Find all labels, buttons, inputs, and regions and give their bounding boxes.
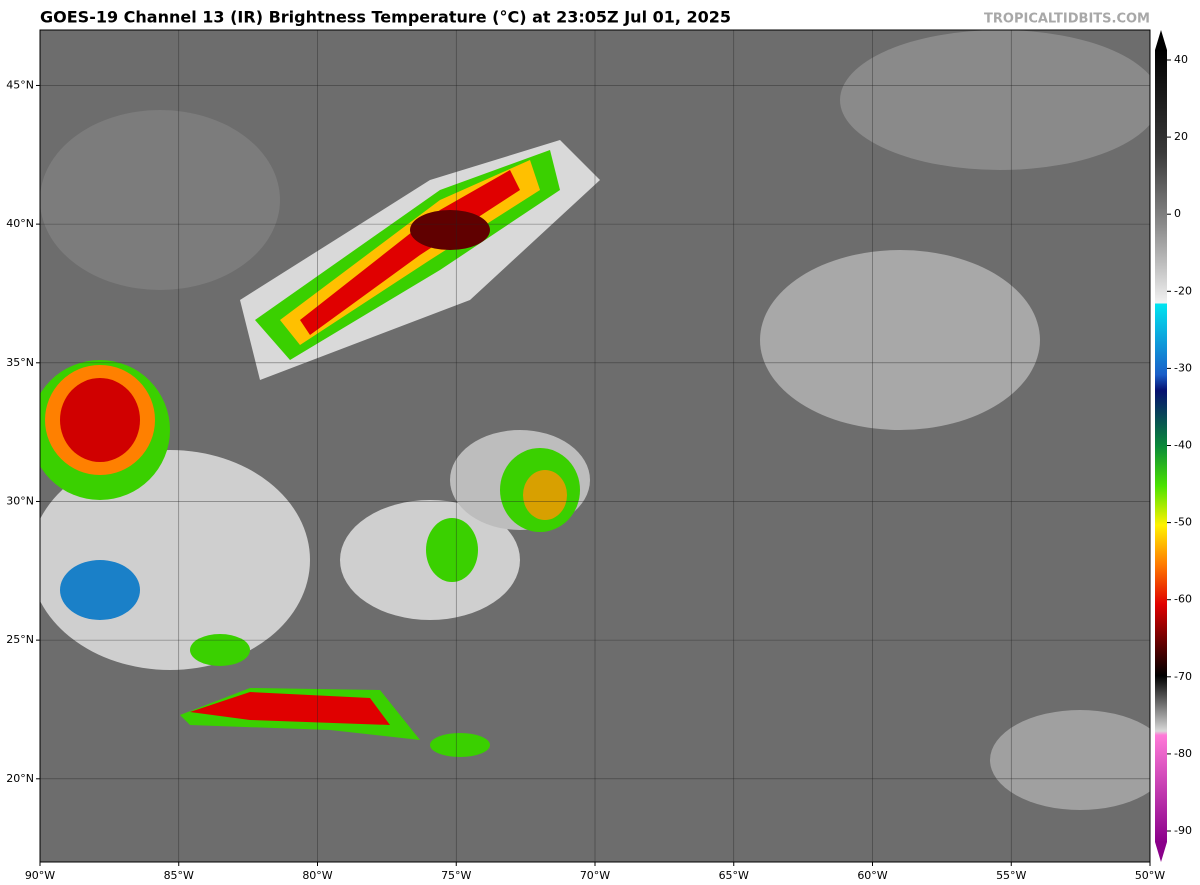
lon-label: 50°W bbox=[1135, 869, 1165, 882]
shape bbox=[190, 634, 250, 666]
shape bbox=[760, 250, 1040, 430]
colorbar-label: 40 bbox=[1174, 53, 1188, 66]
shape bbox=[60, 378, 140, 462]
shape bbox=[523, 470, 567, 520]
shape bbox=[1155, 842, 1167, 862]
shape bbox=[410, 210, 490, 250]
lat-label: 40°N bbox=[6, 217, 34, 230]
satellite-image bbox=[40, 30, 1150, 862]
source: TROPICALTIDBITS.COM bbox=[984, 12, 1150, 27]
lat-label: 20°N bbox=[6, 772, 34, 785]
colorbar-label: -90 bbox=[1174, 824, 1192, 837]
colorbar-label: -30 bbox=[1174, 361, 1192, 374]
lon-label: 70°W bbox=[580, 869, 610, 882]
colorbar-label: -50 bbox=[1174, 516, 1192, 529]
lat-label: 35°N bbox=[6, 356, 34, 369]
lon-label: 75°W bbox=[441, 869, 471, 882]
lon-label: 65°W bbox=[719, 869, 749, 882]
colorbar-label: 0 bbox=[1174, 207, 1181, 220]
lat-label: 30°N bbox=[6, 494, 34, 507]
shape bbox=[60, 560, 140, 620]
colorbar-label: -40 bbox=[1174, 439, 1192, 452]
shape bbox=[1155, 30, 1167, 50]
title: GOES-19 Channel 13 (IR) Brightness Tempe… bbox=[40, 8, 731, 27]
shape bbox=[300, 170, 520, 335]
lon-label: 60°W bbox=[857, 869, 887, 882]
shape bbox=[40, 110, 280, 290]
shape bbox=[990, 710, 1150, 810]
lat-label: 25°N bbox=[6, 633, 34, 646]
lon-label: 85°W bbox=[164, 869, 194, 882]
lon-label: 55°W bbox=[996, 869, 1026, 882]
colorbar-label: -80 bbox=[1174, 747, 1192, 760]
shape bbox=[190, 692, 390, 725]
shape bbox=[426, 518, 478, 582]
frame bbox=[1155, 50, 1167, 842]
lon-label: 90°W bbox=[25, 869, 55, 882]
colorbar-label: -60 bbox=[1174, 593, 1192, 606]
lon-label: 80°W bbox=[302, 869, 332, 882]
colorbar-label: -20 bbox=[1174, 284, 1192, 297]
shape bbox=[430, 733, 490, 757]
colorbar-label: 20 bbox=[1174, 130, 1188, 143]
lat-label: 45°N bbox=[6, 78, 34, 91]
shape bbox=[840, 30, 1150, 170]
colorbar-label: -70 bbox=[1174, 670, 1192, 683]
